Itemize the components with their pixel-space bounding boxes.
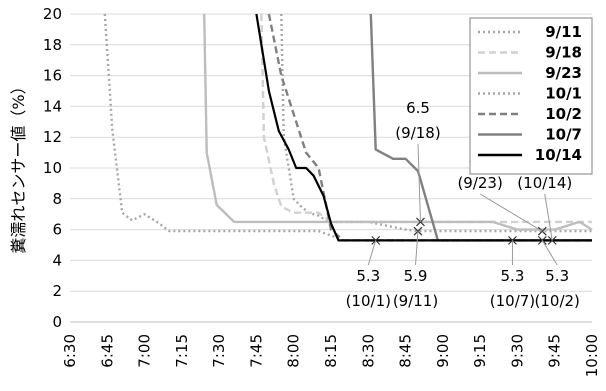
x-tick-label: 7:30 bbox=[210, 334, 228, 368]
annotation-date: (10/1) bbox=[346, 292, 391, 310]
annotation-value: 5.3 bbox=[545, 267, 569, 285]
y-tick-label: 6 bbox=[52, 221, 62, 239]
x-tick-label: 7:15 bbox=[173, 334, 191, 368]
series-line bbox=[255, 13, 592, 242]
y-tick-label: 10 bbox=[43, 159, 62, 177]
x-tick-label: 10:00 bbox=[583, 334, 601, 377]
legend-label: 9/18 bbox=[545, 44, 582, 62]
annotation-date: (9/11) bbox=[393, 292, 438, 310]
legend-label: 10/7 bbox=[545, 126, 582, 144]
y-tick-label: 2 bbox=[52, 282, 62, 300]
legend-box bbox=[469, 17, 593, 175]
annotation-date: (10/7) bbox=[490, 292, 535, 310]
annotation-date: (10/14) bbox=[517, 174, 572, 192]
x-tick-label: 7:00 bbox=[136, 334, 154, 368]
legend-label: 10/14 bbox=[535, 146, 582, 164]
y-tick-label: 4 bbox=[52, 251, 62, 269]
x-tick-label: 8:30 bbox=[359, 334, 377, 368]
annotation-leader bbox=[544, 193, 553, 241]
x-tick-label: 8:45 bbox=[397, 334, 415, 368]
annotation-value: 5.9 bbox=[404, 267, 428, 285]
x-tick-label: 6:45 bbox=[98, 334, 116, 368]
legend-label: 9/11 bbox=[545, 23, 582, 41]
annotation-leader bbox=[417, 143, 421, 222]
x-tick-label: 9:00 bbox=[434, 334, 452, 368]
x-tick-label: 8:00 bbox=[285, 334, 303, 368]
y-tick-label: 8 bbox=[52, 190, 62, 208]
x-tick-label: 8:15 bbox=[322, 334, 340, 368]
x-tick-label: 9:15 bbox=[471, 334, 489, 368]
x-tick-label: 7:45 bbox=[247, 334, 265, 368]
x-tick-label: 9:45 bbox=[546, 334, 564, 368]
annotation-value: 6.5 bbox=[406, 99, 430, 117]
legend: 9/11 9/18 9/23 10/1 10/2 10/7 10/14 bbox=[469, 17, 593, 175]
y-tick-label: 14 bbox=[43, 97, 62, 115]
x-tick-label: 9:30 bbox=[508, 334, 526, 368]
series-line bbox=[203, 13, 593, 231]
annotation-leader bbox=[415, 231, 419, 266]
series-line bbox=[260, 13, 592, 224]
grid-lines bbox=[70, 13, 592, 292]
y-tick-label: 12 bbox=[43, 128, 62, 146]
legend-label: 10/2 bbox=[545, 105, 582, 123]
annotation-value: 5.3 bbox=[356, 267, 380, 285]
annotation-leader bbox=[367, 240, 377, 266]
annotation-date: (9/23) bbox=[457, 174, 502, 192]
annotation-leader bbox=[479, 193, 543, 232]
annotation-date: (10/2) bbox=[535, 292, 580, 310]
annotation-date: (9/18) bbox=[395, 124, 440, 142]
series-line bbox=[280, 13, 592, 233]
y-tick-label: 20 bbox=[43, 5, 62, 23]
x-tick-label: 6:30 bbox=[61, 334, 79, 368]
axes: 0 2 4 6 8 10 12 14 16 18 20 6:30 6:45 7:00 7:15 7:30 7:4… bbox=[43, 5, 601, 377]
y-tick-label: 16 bbox=[43, 67, 62, 85]
y-axis-label: 糞濡れセンサー値（%） bbox=[9, 78, 28, 253]
y-tick-label: 0 bbox=[52, 313, 62, 331]
annotation-leader bbox=[541, 240, 558, 266]
y-tick-label: 18 bbox=[43, 36, 62, 54]
legend-label: 10/1 bbox=[545, 85, 582, 103]
series-lines bbox=[103, 13, 593, 242]
legend-label: 9/23 bbox=[545, 64, 582, 82]
annotation-value: 5.3 bbox=[501, 267, 525, 285]
